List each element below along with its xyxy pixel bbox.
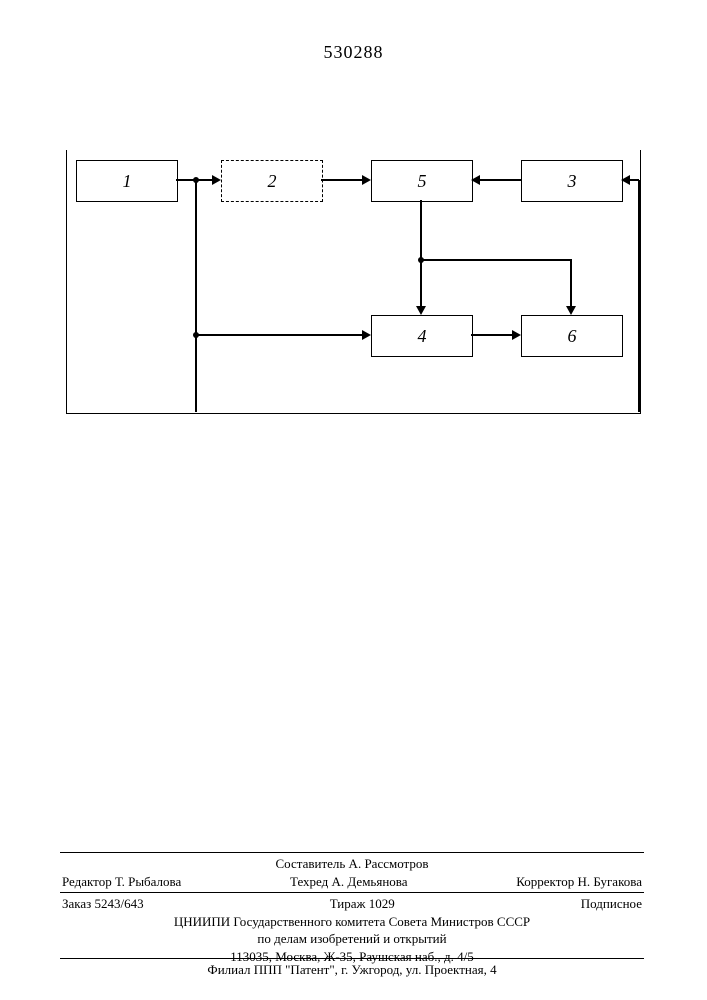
node-label: 4 [418,326,427,347]
edge [570,259,572,306]
edge [321,179,362,181]
footer-line: Филиал ППП "Патент", г. Ужгород, ул. Про… [60,961,644,979]
footer-rule [60,852,644,853]
node-label: 3 [568,171,577,192]
node-1: 1 [76,160,178,202]
edge [480,179,521,181]
arrowhead-icon [362,330,371,340]
footer-rule [60,958,644,959]
node-label: 6 [568,326,577,347]
edge [638,180,640,412]
node-3: 3 [521,160,623,202]
node-4: 4 [371,315,473,357]
footer-rule [60,892,644,893]
footer-branch: Филиал ППП "Патент", г. Ужгород, ул. Про… [60,961,644,979]
edge [421,259,571,261]
node-2: 2 [221,160,323,202]
node-label: 1 [123,171,132,192]
footer-line: Составитель А. Рассмотров [60,855,644,873]
footer-order: Заказ 5243/643 Тираж 1029 Подписное ЦНИИ… [60,895,644,965]
arrowhead-icon [471,175,480,185]
node-label: 5 [418,171,427,192]
edge [196,334,362,336]
edge [420,200,422,306]
arrowhead-icon [566,306,576,315]
footer-line: Заказ 5243/643 Тираж 1029 Подписное [60,895,644,913]
footer-credits: Составитель А. Рассмотров Редактор Т. Ры… [60,855,644,890]
node-label: 2 [268,171,277,192]
arrowhead-icon [512,330,521,340]
footer-line: по делам изобретений и открытий [60,930,644,948]
arrowhead-icon [212,175,221,185]
edge [195,180,197,335]
edge [471,334,512,336]
arrowhead-icon [416,306,426,315]
footer-line: ЦНИИПИ Государственного комитета Совета … [60,913,644,931]
edge [195,335,197,412]
arrowhead-icon [621,175,630,185]
node-5: 5 [371,160,473,202]
footer-line: Редактор Т. Рыбалова Техред А. Демьянова… [60,873,644,891]
document-number: 530288 [0,42,707,63]
arrowhead-icon [362,175,371,185]
node-6: 6 [521,315,623,357]
block-diagram: 1 2 5 3 4 6 [76,150,631,420]
